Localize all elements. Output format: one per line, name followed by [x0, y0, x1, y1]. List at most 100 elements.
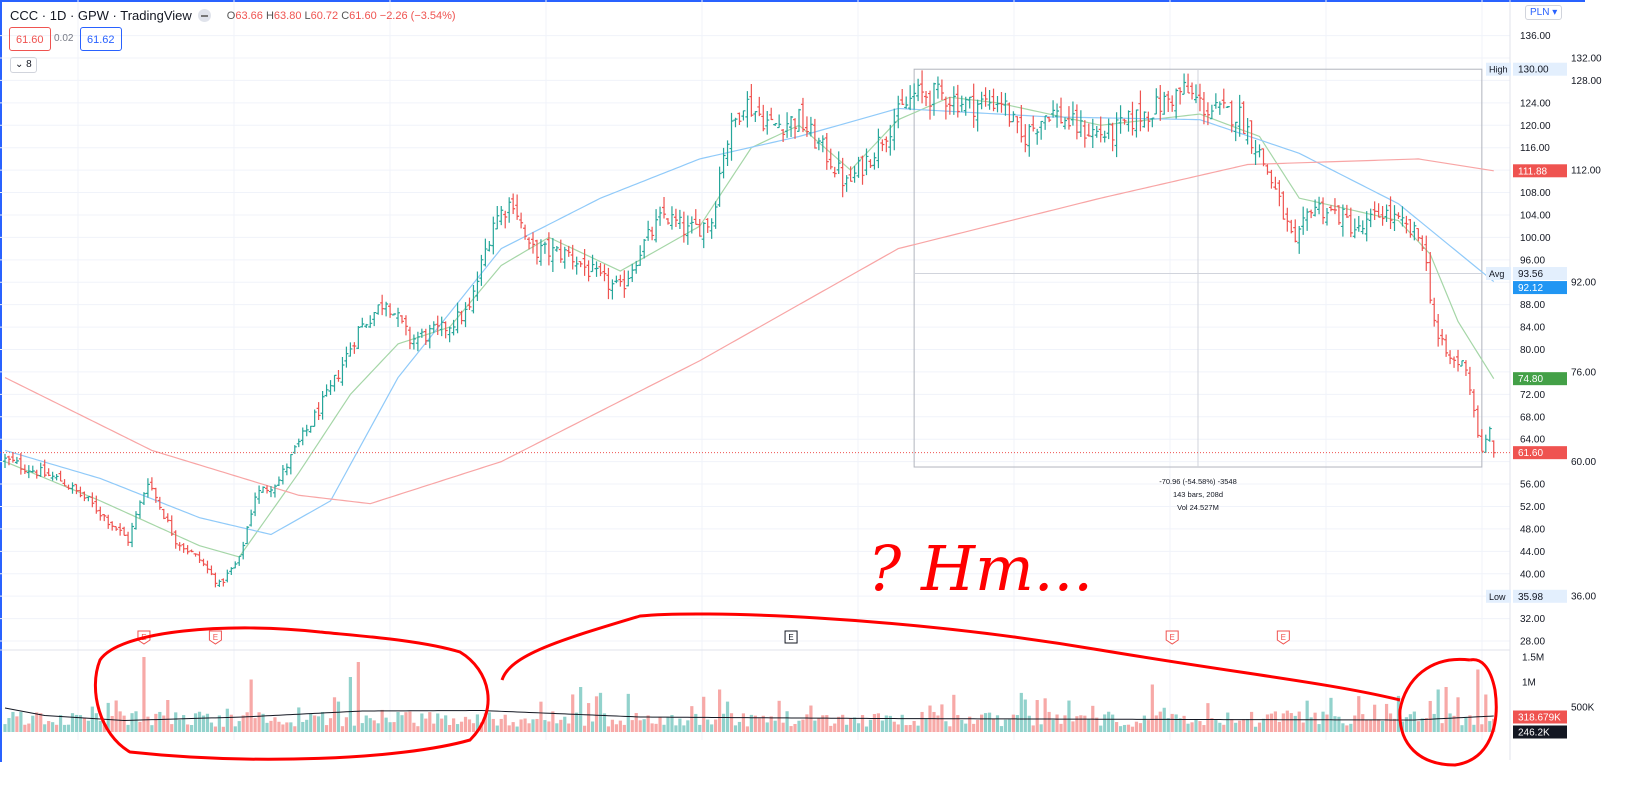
- volume-bar: [674, 725, 678, 732]
- volume-bar: [535, 718, 539, 732]
- price-bar: [999, 92, 1004, 113]
- price-tick-label: 136.00: [1520, 31, 1551, 42]
- volume-bar: [396, 712, 400, 732]
- volume-bar: [1265, 714, 1270, 732]
- volume-bar: [646, 715, 650, 732]
- price-bar: [316, 402, 321, 420]
- price-bar: [1352, 218, 1357, 239]
- price-bar: [848, 166, 853, 182]
- price-bar: [1452, 356, 1457, 368]
- volume-bar: [1011, 714, 1015, 732]
- volume-bar: [376, 723, 380, 732]
- price-bar: [991, 88, 996, 112]
- price-bar: [1348, 207, 1353, 238]
- price-tick-label: 76.00: [1571, 367, 1596, 378]
- indicators-toggle-button[interactable]: ⌄ 8: [10, 57, 37, 73]
- volume-bar: [1210, 718, 1214, 732]
- price-bar: [1356, 215, 1361, 232]
- price-bar: [1146, 111, 1151, 132]
- price-bar: [594, 261, 599, 277]
- price-bar: [1229, 100, 1234, 133]
- volume-bar: [972, 723, 976, 732]
- volume-bar: [114, 700, 118, 732]
- currency-select[interactable]: PLN ▾: [1525, 5, 1563, 20]
- event-marker-other[interactable]: E: [784, 630, 798, 644]
- volume-bar: [1174, 714, 1178, 732]
- volume-bar: [999, 726, 1004, 732]
- symbol-title[interactable]: CCC · 1D · GPW · TradingView: [10, 8, 192, 23]
- event-marker-earnings[interactable]: E: [1165, 630, 1179, 645]
- volume-bar: [86, 720, 90, 732]
- price-bar: [237, 555, 242, 566]
- volume-bar: [575, 712, 579, 732]
- volume-bar: [186, 724, 190, 732]
- price-tick-label: 68.00: [1520, 412, 1545, 423]
- price-bar: [773, 123, 778, 127]
- volume-bar: [428, 712, 432, 732]
- price-bar: [177, 542, 182, 551]
- price-bar: [570, 244, 575, 270]
- price-bar: [1360, 220, 1365, 235]
- price-bar: [1261, 148, 1266, 167]
- price-bar: [1463, 360, 1468, 377]
- price-bar: [1305, 208, 1310, 231]
- price-bar: [527, 237, 532, 250]
- price-bar: [336, 369, 341, 382]
- volume-bar: [269, 720, 273, 732]
- price-bar: [590, 254, 595, 273]
- price-bar: [689, 216, 694, 234]
- sell-button[interactable]: 61.60: [9, 27, 51, 51]
- price-bar: [66, 484, 71, 490]
- price-bar: [507, 197, 512, 223]
- price-bar: [574, 256, 579, 275]
- price-bar: [1059, 97, 1064, 124]
- volume-bar: [1428, 700, 1432, 732]
- price-bar: [658, 206, 663, 226]
- price-bar: [868, 159, 873, 168]
- price-bar: [1047, 116, 1052, 123]
- volume-bar: [408, 711, 412, 732]
- buy-button[interactable]: 61.62: [80, 27, 122, 51]
- price-bar: [197, 551, 202, 564]
- price-bars: [0, 70, 1510, 588]
- price-bar: [745, 91, 750, 128]
- price-tick-label: 104.00: [1520, 210, 1551, 221]
- volume-bar: [1194, 719, 1198, 732]
- volume-bar: [749, 714, 753, 732]
- price-bar: [114, 526, 119, 531]
- event-marker-earnings[interactable]: E: [1276, 630, 1290, 645]
- hide-legend-icon[interactable]: [197, 9, 211, 22]
- price-tick-label: 116.00: [1520, 143, 1550, 154]
- volume-bar: [515, 726, 519, 732]
- volume-bar: [571, 694, 575, 732]
- volume-bar: [380, 709, 384, 732]
- last-price-label-bg: [1513, 446, 1567, 460]
- volume-bar: [1230, 719, 1234, 732]
- volume-bar: [983, 713, 988, 732]
- price-bar: [808, 116, 813, 137]
- price-bar: [205, 560, 210, 574]
- price-axis[interactable]: 136.00 132.00 128.00 124.00 120.00 116.00 112.…: [1486, 31, 1602, 739]
- price-bar: [939, 79, 944, 101]
- volume-bar: [98, 720, 102, 732]
- volume-bar: [912, 720, 916, 732]
- high-marker-tag-bg: [1486, 62, 1511, 76]
- volume-bar: [725, 701, 730, 732]
- price-bar: [1372, 201, 1377, 221]
- price-bar: [800, 97, 805, 133]
- volume-bar: [1115, 722, 1119, 732]
- volume-bar: [356, 662, 360, 732]
- price-tick-label: 56.00: [1520, 480, 1545, 491]
- price-bar: [1368, 208, 1373, 228]
- volume-bar: [920, 711, 924, 732]
- price-bar: [650, 226, 655, 241]
- volume-bar: [455, 724, 460, 732]
- price-bar: [344, 346, 349, 368]
- volume-bar: [956, 715, 960, 732]
- event-marker-earnings[interactable]: E: [208, 630, 222, 645]
- price-bar: [705, 218, 710, 233]
- price-bar: [717, 166, 722, 207]
- price-bar: [709, 218, 714, 239]
